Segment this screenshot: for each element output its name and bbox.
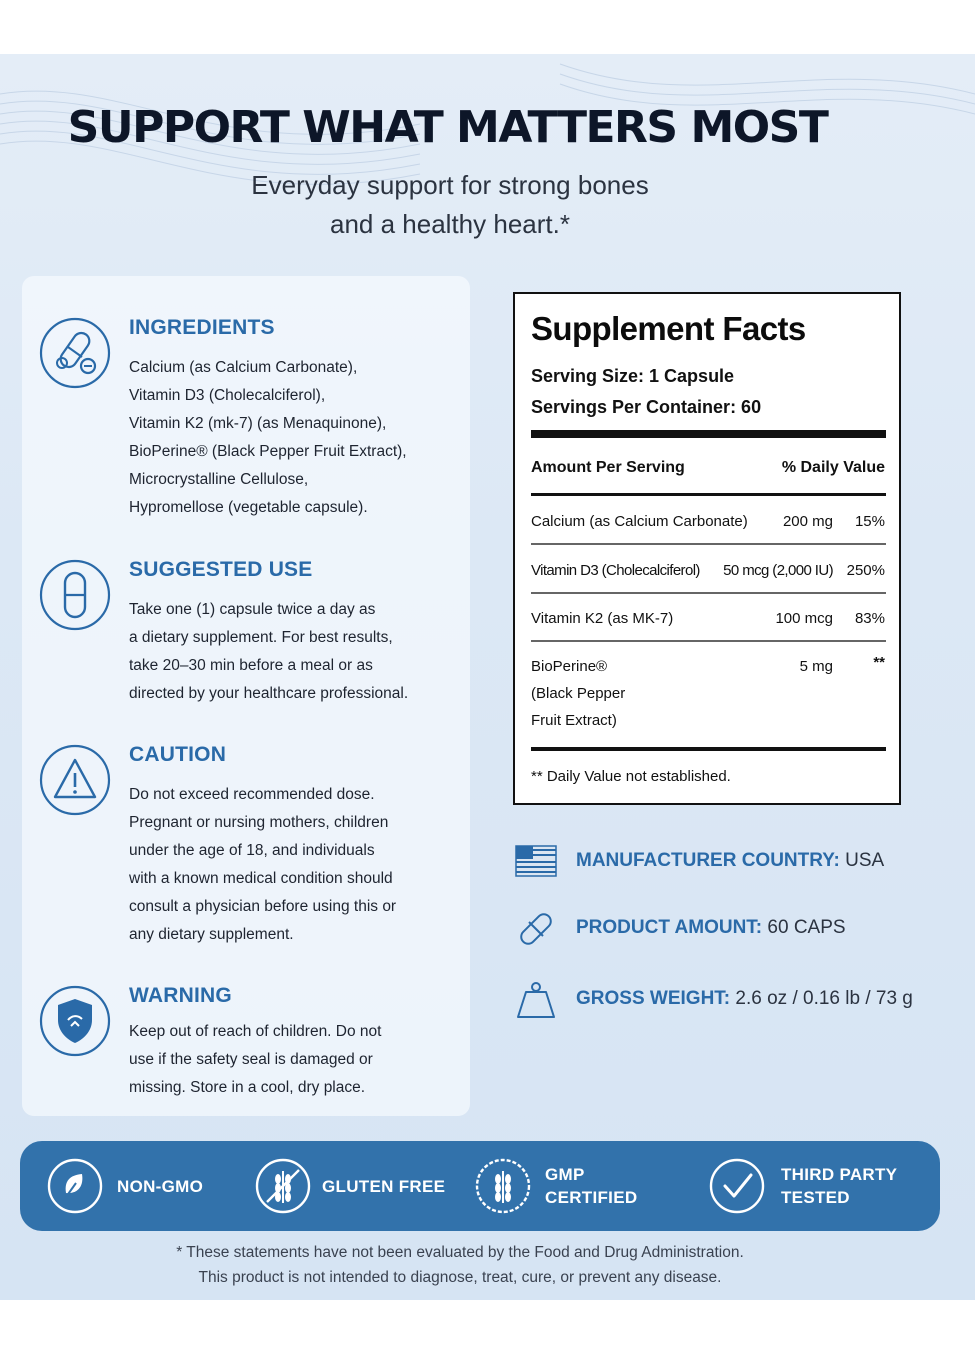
facts-row-dv: ** — [873, 654, 885, 671]
spec-value: USA — [839, 850, 885, 871]
ingredients-text: Calcium (as Calcium Carbonate), Vitamin … — [129, 354, 464, 522]
divider — [531, 493, 886, 496]
text-line: BioPerine® (Black Pepper Fruit Extract), — [129, 443, 407, 460]
thick-divider — [531, 747, 886, 751]
row-divider — [531, 543, 886, 545]
badge-third-party-tested: THIRD PARTY TESTED — [708, 1141, 928, 1231]
badge-label: NON-GMO — [117, 1177, 204, 1196]
badge-non-gmo: NON-GMO — [46, 1141, 246, 1231]
wheat-seal-icon — [475, 1158, 531, 1214]
amount-per-serving-header: Amount Per Serving — [531, 459, 685, 476]
checkmark-icon — [709, 1158, 765, 1214]
facts-row-name-line3: Fruit Extract) — [531, 712, 617, 729]
capsule-icon — [520, 913, 552, 945]
leaf-icon — [47, 1158, 103, 1214]
text-line: under the age of 18, and individuals — [129, 842, 375, 859]
warning-title: WARNING — [129, 984, 232, 1007]
text-line: use if the safety seal is damaged or — [129, 1051, 373, 1068]
pills-capsule-icon — [39, 317, 111, 389]
text-line: Take one (1) capsule twice a day as — [129, 601, 376, 618]
spec-label: PRODUCT AMOUNT: — [576, 917, 763, 938]
badge-gmp-certified: GMP CERTIFIED — [474, 1141, 674, 1231]
disclaimer-line: * These statements have not been evaluat… — [176, 1244, 744, 1261]
wheat-icon — [255, 1158, 311, 1214]
spec-text: GROSS WEIGHT: 2.6 oz / 0.16 lb / 73 g — [576, 988, 913, 1010]
badge-label-line1: THIRD PARTY — [781, 1165, 898, 1184]
spec-label: MANUFACTURER COUNTRY: — [576, 850, 840, 871]
facts-row-amount: 100 mcg — [775, 610, 833, 627]
facts-row-amount: 50 mcg (2,000 IU) — [723, 562, 833, 579]
text-line: Microcrystalline Cellulose, — [129, 471, 309, 488]
facts-row-name-line2: (Black Pepper — [531, 685, 626, 702]
text-line: Keep out of reach of children. Do not — [129, 1023, 382, 1040]
text-line: Vitamin D3 (Cholecalciferol), — [129, 387, 326, 404]
thick-divider — [531, 430, 886, 438]
shield-icon — [39, 985, 111, 1057]
us-flag-icon — [515, 845, 557, 877]
text-line: Hypromellose (vegetable capsule). — [129, 499, 368, 516]
weight-icon — [517, 982, 555, 1018]
badge-label-line2: CERTIFIED — [545, 1188, 638, 1207]
caution-text: Do not exceed recommended dose. Pregnant… — [129, 781, 464, 949]
supplement-facts-title: Supplement Facts — [531, 310, 806, 347]
facts-row-amount: 5 mg — [799, 658, 833, 675]
headline: SUPPORT WHAT MATTERS MOST — [67, 102, 829, 153]
facts-row-dv: 250% — [846, 562, 885, 579]
badge-label: GLUTEN FREE — [322, 1177, 446, 1196]
subheadline: Everyday support for strong bones and a … — [0, 166, 900, 244]
badge-label-line2: TESTED — [781, 1188, 850, 1207]
facts-row-dv: 15% — [854, 513, 885, 530]
facts-row-amount: 200 mg — [782, 513, 833, 530]
text-line: directed by your healthcare professional… — [129, 685, 409, 702]
fda-disclaimer: * These statements have not been evaluat… — [0, 1240, 920, 1290]
text-line: with a known medical condition should — [129, 870, 393, 887]
text-line: any dietary supplement. — [129, 926, 294, 943]
serving-size: Serving Size: 1 Capsule — [531, 366, 735, 386]
subheadline-line: and a healthy heart.* — [330, 209, 570, 239]
text-line: Pregnant or nursing mothers, children — [129, 814, 389, 831]
info-card: INGREDIENTS Calcium (as Calcium Carbonat… — [22, 276, 470, 1116]
supplement-facts-panel: Supplement Facts Serving Size: 1 Capsule… — [513, 292, 901, 805]
servings-per-container: Servings Per Container: 60 — [531, 397, 762, 417]
product-info-panel: SUPPORT WHAT MATTERS MOST Everyday suppo… — [0, 54, 975, 1300]
text-line: Do not exceed recommended dose. — [129, 786, 375, 803]
text-line: Calcium (as Calcium Carbonate), — [129, 359, 358, 376]
text-line: consult a physician before using this or — [129, 898, 397, 915]
facts-row-name: Vitamin D3 (Cholecalciferol) — [531, 562, 700, 579]
spec-text: PRODUCT AMOUNT: 60 CAPS — [576, 917, 846, 939]
daily-value-note: ** Daily Value not established. — [531, 768, 731, 785]
caution-title: CAUTION — [129, 743, 227, 766]
badge-label-line1: GMP — [545, 1165, 585, 1184]
row-divider — [531, 592, 886, 594]
suggested-use-title: SUGGESTED USE — [129, 558, 313, 581]
warning-text: Keep out of reach of children. Do not us… — [129, 1018, 464, 1102]
text-line: a dietary supplement. For best results, — [129, 629, 393, 646]
certification-badges-bar: NON-GMO GLUTEN FREE — [20, 1141, 940, 1231]
facts-row-name: BioPerine® — [531, 658, 608, 675]
ingredients-title: INGREDIENTS — [129, 316, 275, 339]
suggested-use-text: Take one (1) capsule twice a day as a di… — [129, 596, 464, 708]
facts-row-name: Vitamin K2 (as MK-7) — [531, 610, 674, 627]
badge-gluten-free: GLUTEN FREE — [254, 1141, 464, 1231]
spec-value: 2.6 oz / 0.16 lb / 73 g — [730, 988, 913, 1009]
disclaimer-line: This product is not intended to diagnose… — [198, 1269, 722, 1286]
capsule-icon — [39, 559, 111, 631]
spec-value: 60 CAPS — [762, 917, 846, 938]
daily-value-header: % Daily Value — [781, 459, 885, 476]
text-line: take 20–30 min before a meal or as — [129, 657, 373, 674]
spec-label: GROSS WEIGHT: — [576, 988, 731, 1009]
background-waves — [0, 63, 975, 185]
facts-row-name: Calcium (as Calcium Carbonate) — [531, 513, 748, 530]
row-divider — [531, 640, 886, 642]
spec-text: MANUFACTURER COUNTRY: USA — [576, 850, 884, 872]
subheadline-line: Everyday support for strong bones — [251, 170, 649, 200]
text-line: missing. Store in a cool, dry place. — [129, 1079, 366, 1096]
facts-row-dv: 83% — [854, 610, 885, 627]
text-line: Vitamin K2 (mk-7) (as Menaquinone), — [129, 415, 387, 432]
warning-triangle-icon — [39, 744, 111, 816]
